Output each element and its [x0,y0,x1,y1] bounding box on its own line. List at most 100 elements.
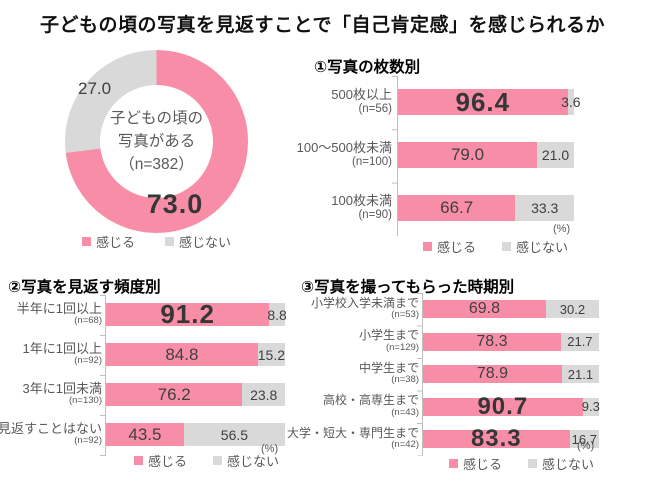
value-label-feel: 66.7 [440,198,474,217]
category-n: (n=68) [74,315,102,327]
legend-item-feel: 感じる [134,451,187,470]
feel-swatch-icon [449,459,458,468]
legend-item-notfeel: 感じない [528,454,594,473]
bar-segment-feel: 66.7 [398,195,516,221]
value-label-notfeel: 3.6 [561,94,581,110]
bar-segment-notfeel: 9.3 [581,397,600,416]
bar-row: 大学・短大・専門生まで (n=42) 83.3 16.7 [287,425,616,452]
category-n: (n=90) [358,208,392,221]
category-name: 500枚以上 [331,87,392,103]
category-label: 高校・高専生まで (n=43) [296,394,419,418]
bar-row: 1年に1回以上 (n=92) 84.8 15.2 [8,340,308,367]
category-name: 高校・高専生まで [322,393,419,408]
donut-value-feel: 73.0 [146,189,204,219]
value-label-feel: 96.4 [455,86,511,117]
category-label: 小学校入学未満まで (n=53) [296,296,419,321]
value-label-notfeel: 15.2 [257,346,286,363]
stacked-bar: 76.2 23.8 [106,383,285,406]
value-label-notfeel: 8.8 [267,306,287,323]
bar-segment-notfeel: 3.6 [561,89,581,115]
bar-row: 100枚未満 (n=90) 66.7 33.3 [290,194,590,221]
bar-segment-feel: 79.0 [398,142,538,168]
category-n: (n=56) [358,102,392,115]
stacked-bar: 78.3 21.7 [423,332,599,351]
category-label: 3年に1回未満 (n=130) [8,381,102,407]
bar-segment-notfeel: 56.5 [183,423,285,446]
donut-value-notfeel: 27.0 [78,79,112,98]
chart2-legend: 感じる 感じない [134,451,279,470]
category-n: (n=129) [385,341,419,353]
donut-center-line2: 写真がある [117,132,196,150]
chart3-rows: 小学校入学未満まで (n=53) 69.8 30.2 小学生まで (n=129) [287,293,616,456]
value-label-feel: 84.8 [165,344,199,364]
chart2-rows: 半年に1回以上 (n=68) 91.2 8.8 1年に1回以上 (n=92) [0,295,308,456]
value-label-notfeel: 56.5 [220,426,249,443]
bar-row: 小学生まで (n=129) 78.3 21.7 [296,329,616,353]
stacked-bar: 96.4 3.6 [398,86,581,117]
category-n: (n=92) [74,435,102,447]
value-label-notfeel: 21.7 [567,334,593,349]
stacked-bar: 90.7 9.3 [423,393,600,420]
category-label: 100～500枚未満 (n=100) [290,141,392,168]
category-n: (n=100) [352,155,392,168]
bar-segment-notfeel: 23.8 [242,383,285,406]
notfeel-swatch-icon [213,456,223,465]
category-name: 100～500枚未満 [296,140,392,156]
chart1-legend: 感じる 感じない [423,237,568,256]
chart3-title: ③写真を撮ってもらった時期別 [301,279,515,296]
category-label: 中学生まで (n=38) [296,360,419,386]
bar-segment-feel: 91.2 [106,299,270,329]
bar-row: 半年に1回以上 (n=68) 91.2 8.8 [8,299,308,329]
legend-item-notfeel: 感じない [165,232,231,251]
category-name: 半年に1回以上 [16,300,102,316]
bar-segment-notfeel: 21.1 [561,365,599,383]
value-label-notfeel: 21.1 [567,366,594,382]
category-n: (n=92) [74,355,102,367]
chart1-rows: 500枚以上 (n=56) 96.4 3.6 100～500枚未満 (n=100… [290,76,590,236]
bar-segment-feel: 43.5 [106,423,184,446]
notfeel-swatch-icon [502,242,512,251]
feel-swatch-icon [81,237,91,246]
category-n: (n=42) [391,439,419,451]
donut-center-line1: 子どもの頃の [109,109,203,127]
legend-item-notfeel: 感じない [213,451,279,470]
donut-center-n: （n=382） [119,156,194,174]
bar-segment-notfeel: 15.2 [258,343,285,366]
bar-row: 高校・高専生まで (n=43) 90.7 9.3 [296,393,616,420]
value-label-notfeel: 30.2 [559,301,586,317]
stacked-bar: 79.0 21.0 [398,142,574,168]
category-name: 中学生まで [358,360,419,375]
value-label-feel: 78.9 [476,365,508,382]
category-label: 100枚未満 (n=90) [290,194,392,221]
notfeel-swatch-icon [165,237,174,246]
bar-segment-notfeel: 8.8 [267,303,287,326]
bar-row: 100～500枚未満 (n=100) 79.0 21.0 [290,141,590,168]
value-label-notfeel: 9.3 [581,399,600,414]
value-label-feel: 69.8 [468,300,500,317]
feel-swatch-icon [134,456,143,465]
bar-row: 3年に1回未満 (n=130) 76.2 23.8 [8,381,308,407]
bar-segment-feel: 78.3 [423,332,561,351]
stacked-bar: 78.9 21.1 [423,365,599,383]
stacked-bar: 83.3 16.7 [423,425,599,452]
stacked-bar: 69.8 30.2 [423,300,599,318]
category-name: 1年に1回以上 [22,340,102,356]
chart-by-photo-period: 小学校入学未満まで (n=53) 69.8 30.2 小学生まで (n=129) [287,293,616,456]
category-label: 小学生まで (n=129) [296,329,419,353]
feel-swatch-icon [423,242,432,251]
legend-label-feel: 感じる [437,240,477,255]
category-label: 見返すことはない (n=92) [0,421,102,447]
value-label-feel: 76.2 [157,384,191,404]
category-n: (n=38) [391,374,419,386]
category-label: 1年に1回以上 (n=92) [8,340,102,367]
value-label-notfeel: 21.0 [541,147,570,163]
bar-segment-notfeel: 33.3 [515,195,574,221]
bar-segment-feel: 69.8 [423,300,546,318]
stacked-bar: 84.8 15.2 [106,343,285,366]
bar-segment-feel: 78.9 [423,365,562,383]
category-n: (n=130) [68,395,102,407]
chart1-title: ①写真の枚数別 [314,59,421,76]
value-label-notfeel: 23.8 [250,386,278,403]
legend-item-feel: 感じる [81,232,135,251]
